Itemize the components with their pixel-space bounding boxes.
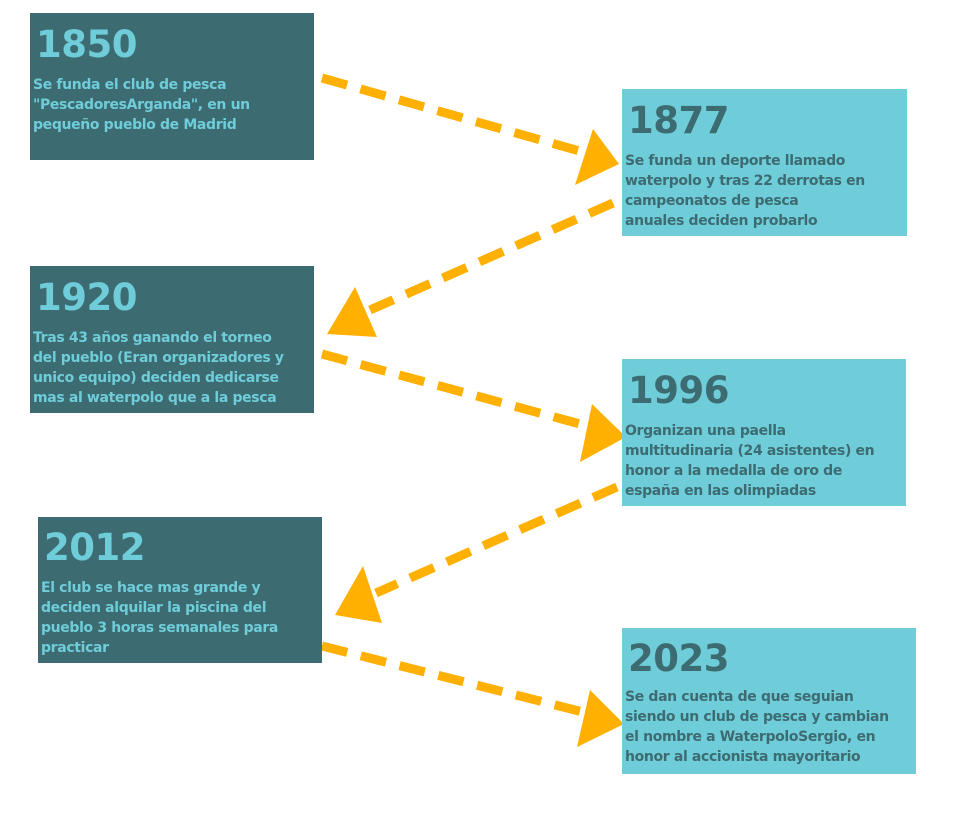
event-description: Se dan cuenta de que seguian siendo un c… bbox=[625, 687, 889, 767]
arrow-1996-to-2012 bbox=[335, 482, 619, 623]
arrow-2012-to-2023 bbox=[320, 641, 624, 747]
description-line: campeonatos de pesca bbox=[625, 193, 799, 209]
description-line: Se funda el club de pesca bbox=[33, 77, 227, 93]
description-line: practicar bbox=[41, 640, 109, 656]
year-label: 1920 bbox=[36, 276, 137, 319]
timeline-card-2023: 2023 Se dan cuenta de que seguian siendo… bbox=[622, 628, 916, 774]
year-label: 1850 bbox=[36, 23, 137, 66]
description-line: "PescadoresArganda", en un bbox=[33, 97, 250, 113]
description-line: Organizan una paella bbox=[625, 423, 786, 439]
description-line: Se funda un deporte llamado bbox=[625, 153, 846, 169]
description-line: Tras 43 años ganando el torneo bbox=[33, 330, 272, 346]
description-line: mas al waterpolo que a la pesca bbox=[33, 390, 277, 406]
arrow-1920-to-1996 bbox=[320, 349, 626, 462]
year-label: 1996 bbox=[628, 369, 729, 412]
timeline-card-1920: 1920 Tras 43 años ganando el torneo del … bbox=[30, 266, 314, 413]
event-description: Se funda un deporte llamado waterpolo y … bbox=[625, 151, 865, 231]
timeline-card-1877: 1877 Se funda un deporte llamado waterpo… bbox=[622, 89, 907, 236]
description-line: Se dan cuenta de que seguian bbox=[625, 689, 854, 705]
timeline-card-1996: 1996 Organizan una paella multitudinaria… bbox=[622, 359, 906, 506]
year-label: 2012 bbox=[44, 526, 145, 569]
event-description: Tras 43 años ganando el torneo del puebl… bbox=[33, 328, 284, 408]
description-line: siendo un club de pesca y cambian bbox=[625, 709, 889, 725]
timeline-card-1850: 1850 Se funda el club de pesca "Pescador… bbox=[30, 13, 314, 160]
arrow-1877-to-1920 bbox=[327, 198, 615, 337]
description-line: unico equipo) deciden dedicarse bbox=[33, 370, 279, 386]
description-line: honor a la medalla de oro de bbox=[625, 463, 842, 479]
description-line: honor al accionista mayoritario bbox=[625, 749, 861, 765]
description-line: waterpolo y tras 22 derrotas en bbox=[625, 173, 865, 189]
description-line: españa en las olimpiadas bbox=[625, 483, 816, 499]
arrow-1850-to-1877 bbox=[320, 73, 619, 185]
description-line: multitudinaria (24 asistentes) en bbox=[625, 443, 875, 459]
event-description: Se funda el club de pesca "PescadoresArg… bbox=[33, 75, 250, 135]
description-line: del pueblo (Eran organizadores y bbox=[33, 350, 284, 366]
description-line: El club se hace mas grande y bbox=[41, 580, 261, 596]
description-line: anuales deciden probarlo bbox=[625, 213, 818, 229]
timeline-card-2012: 2012 El club se hace mas grande y decide… bbox=[38, 517, 322, 663]
description-line: deciden alquilar la piscina del bbox=[41, 600, 267, 616]
description-line: el nombre a WaterpoloSergio, en bbox=[625, 729, 876, 745]
event-description: El club se hace mas grande y deciden alq… bbox=[41, 578, 278, 658]
description-line: pueblo 3 horas semanales para bbox=[41, 620, 279, 636]
year-label: 2023 bbox=[628, 637, 729, 680]
description-line: pequeño pueblo de Madrid bbox=[33, 117, 237, 133]
event-description: Organizan una paella multitudinaria (24 … bbox=[625, 421, 875, 501]
year-label: 1877 bbox=[628, 99, 729, 142]
